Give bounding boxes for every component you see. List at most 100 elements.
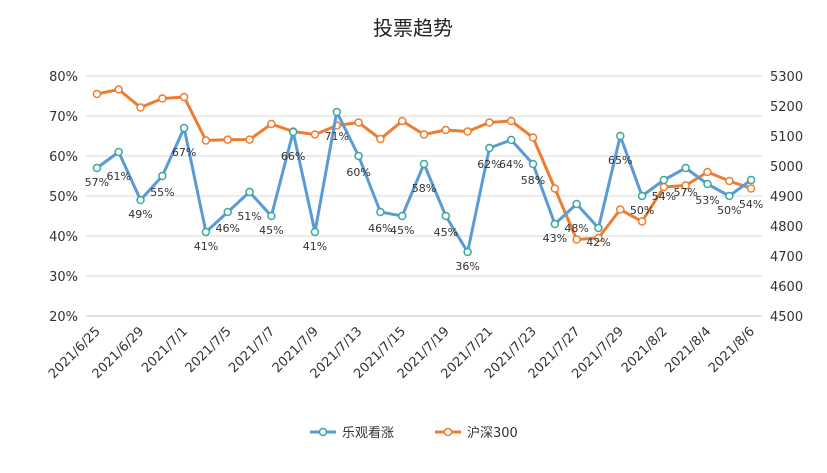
- data-label: 45%: [434, 226, 458, 239]
- data-point: [245, 187, 254, 197]
- data-point: [92, 89, 102, 99]
- data-point: [376, 134, 385, 144]
- data-point: [681, 181, 690, 190]
- x-tick-label: 2021/8/4: [662, 324, 714, 376]
- y-right-tick-label: 4900: [770, 190, 803, 205]
- data-point: [572, 199, 581, 209]
- data-label: 49%: [128, 208, 152, 221]
- data-label: 54%: [739, 198, 763, 211]
- data-point: [201, 136, 211, 145]
- data-point: [528, 133, 538, 142]
- legend: 乐观看涨 沪深300: [310, 425, 518, 441]
- data-label: 50%: [630, 204, 654, 217]
- data-label: 61%: [106, 170, 130, 183]
- data-label: 62%: [477, 158, 501, 171]
- data-point: [310, 130, 320, 139]
- data-point: [594, 223, 603, 233]
- y-right-tick-label: 5300: [770, 70, 803, 85]
- legend-swatch-marker: [443, 427, 453, 437]
- data-label: 45%: [259, 224, 283, 237]
- data-point: [136, 103, 145, 112]
- data-point: [594, 233, 603, 243]
- right-y-axis: 4500 4600 4700 4800 4900 5000 5100 5200 5300: [770, 70, 803, 325]
- legend-label: 乐观看涨: [342, 425, 394, 441]
- data-point: [419, 130, 429, 139]
- x-tick-label: 2021/7/5: [183, 324, 235, 376]
- chart-title: 投票趋势: [373, 16, 453, 40]
- data-label: 60%: [346, 166, 370, 179]
- left-y-axis: 20% 30% 40% 50% 60% 70% 80%: [49, 70, 78, 325]
- y-left-tick-label: 30%: [49, 270, 78, 285]
- data-point: [746, 175, 756, 185]
- data-point: [332, 107, 342, 117]
- x-tick-label: 2021/7/1: [139, 324, 191, 376]
- data-label: 48%: [564, 222, 588, 235]
- x-tick-label: 2021/8/2: [619, 324, 671, 376]
- y-left-tick-label: 20%: [49, 310, 78, 325]
- data-point: [485, 118, 494, 127]
- data-point: [267, 211, 276, 221]
- legend-item: 沪深300: [435, 425, 518, 441]
- data-point: [746, 184, 756, 193]
- data-label: 43%: [543, 232, 567, 245]
- data-label: 41%: [303, 240, 327, 253]
- data-label: 45%: [390, 224, 414, 237]
- legend-item: 乐观看涨: [310, 425, 394, 441]
- data-point: [310, 227, 320, 237]
- y-right-tick-label: 5100: [770, 130, 803, 145]
- data-point: [616, 205, 625, 214]
- data-point: [637, 191, 647, 201]
- data-point: [616, 131, 625, 141]
- data-label: 58%: [412, 182, 436, 195]
- series-bullish: 57%61%49%55%67%41%46%51%45%66%41%71%60%4…: [85, 107, 763, 273]
- y-right-tick-label: 4500: [770, 310, 803, 325]
- data-label: 53%: [695, 194, 719, 207]
- y-left-tick-label: 70%: [49, 110, 78, 125]
- data-label: 64%: [499, 158, 523, 171]
- data-point: [397, 116, 407, 126]
- data-point: [376, 207, 385, 217]
- data-point: [158, 171, 167, 181]
- y-right-tick-label: 4700: [770, 250, 803, 265]
- data-point: [354, 151, 363, 161]
- data-point: [463, 127, 472, 136]
- data-label: 46%: [368, 222, 392, 235]
- data-point: [114, 147, 123, 157]
- data-label: 66%: [281, 150, 305, 163]
- data-point: [528, 159, 538, 169]
- data-point: [441, 125, 451, 135]
- data-label: 41%: [194, 240, 218, 253]
- data-label: 54%: [652, 190, 676, 203]
- data-point: [354, 118, 363, 127]
- data-point: [245, 135, 254, 144]
- legend-label: 沪深300: [467, 425, 518, 441]
- data-point: [136, 195, 145, 205]
- data-point: [550, 219, 560, 229]
- x-tick-label: 2021/8/6: [706, 324, 758, 376]
- y-left-tick-label: 40%: [49, 230, 78, 245]
- data-point: [288, 127, 298, 137]
- data-point: [681, 163, 690, 173]
- data-point: [92, 163, 102, 173]
- y-left-tick-label: 50%: [49, 190, 78, 205]
- data-label: 57%: [85, 176, 109, 189]
- data-point: [419, 159, 429, 169]
- x-axis: 2021/6/252021/6/292021/7/12021/7/52021/7…: [46, 315, 762, 382]
- data-point: [114, 85, 123, 94]
- data-label: 46%: [216, 222, 240, 235]
- data-label: 50%: [717, 204, 741, 217]
- data-point: [572, 235, 581, 244]
- data-label: 71%: [325, 130, 349, 143]
- data-point: [267, 119, 276, 129]
- data-point: [637, 217, 647, 226]
- y-right-tick-label: 5200: [770, 100, 803, 115]
- data-point: [506, 135, 516, 145]
- data-label: 67%: [172, 146, 196, 159]
- data-point: [725, 191, 734, 201]
- y-left-tick-label: 80%: [49, 70, 78, 85]
- data-point: [703, 179, 712, 189]
- data-point: [725, 176, 734, 186]
- y-right-tick-label: 4800: [770, 220, 803, 235]
- data-point: [397, 211, 407, 221]
